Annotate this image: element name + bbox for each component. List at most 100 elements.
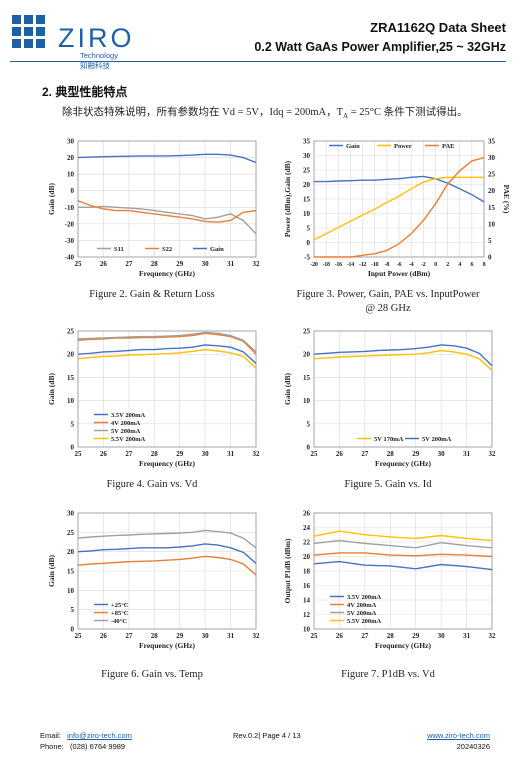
y-tick-label: -30 [65,237,75,245]
header-divider [10,61,506,62]
y-tick-label: 25 [303,328,311,336]
footer-date: 20240326 [456,742,490,751]
y-tick-label: 26 [303,510,311,518]
plot-frame [313,512,493,630]
y-tick-label: 14 [303,597,311,605]
series-line [313,530,493,542]
x-tick-label: 27 [125,260,133,268]
y-tick-label: 5 [307,225,311,233]
legend-label: Power [394,143,412,150]
series-line [313,560,493,571]
y-tick-label: 20 [67,154,75,162]
y-tick-label: -10 [65,204,75,212]
chart-power-gain-pae: -5 0 5 10 15 20 25 30 35 0 5 10 15 20 25 30 35 -20 -18 -16-… [276,133,511,283]
y-tick-label: 25 [67,529,75,537]
series-line [313,552,493,558]
y-tick-label: -20 [65,220,75,228]
y-tick-label: 15 [303,374,311,382]
plot-frame [77,512,257,630]
x-tick-label: 4 [458,262,461,268]
y-tick-label: 10 [67,397,75,405]
series-line [77,200,257,223]
intro-tail: = 25°C 条件下测试得出。 [348,107,468,118]
x-tick-label: 26 [100,260,108,268]
y-axis-label: Gain (dB) [283,373,292,405]
y2-tick-label: 35 [488,138,496,146]
x-axis-label: Input Power (dBm) [368,269,431,278]
y-tick-label: 15 [303,196,311,204]
y-tick-label: 10 [67,171,75,179]
y-axis-label: Gain (dB) [47,183,56,215]
x-tick-label: 26 [336,632,344,640]
x-tick-label: 8 [483,262,486,268]
chart-gain-vs-temp: 0 5 10 15 20 25 30 25 26 27 28 29 30 31 32 Frequency (G… [40,505,264,655]
series-line [77,529,257,549]
plot-frame [313,330,493,448]
legend: Gain Power PAE [329,143,455,150]
y-tick-label: 0 [307,444,311,452]
plot-frame [77,140,257,258]
chart-fig5-svg: 0 5 10 15 20 25 25 26 27 28 29 30 31 32 Frequency (GHz… [283,328,496,469]
y2-tick-label: 0 [488,254,492,262]
legend: +25°C+85°C-40°C [94,602,129,625]
series-line [313,349,493,371]
x-tick-label: 2 [446,262,449,268]
legend-label: 5.5V 200mA [111,436,145,443]
caption-fig7: Figure 7. P1dB vs. Vd [341,669,435,680]
x-tick-label: 26 [336,450,344,458]
footer-page-number: Rev.0.2| Page 4 / 13 [233,731,301,740]
legend-label: 5V 170mA [374,436,404,443]
series-line [77,332,257,355]
y-tick-label: 20 [303,351,311,359]
y-tick-label: 15 [67,568,75,576]
y-tick-label: 35 [303,138,311,146]
y-tick-label: 25 [67,328,75,336]
footer-email-link[interactable]: info@ziro-tech.com [67,731,132,740]
x-tick-label: -20 [310,262,317,268]
legend-label: 5V 200mA [422,436,452,443]
legend: 5V 170mA 5V 200mA [357,436,452,443]
series-line [314,175,485,203]
x-tick-label: -2 [421,262,426,268]
chart-fig6-svg: 0 5 10 15 20 25 30 25 26 27 28 29 30 31 32 Frequency (G… [47,510,261,651]
legend-label: +25°C [111,602,129,609]
x-axis-label: Frequency (GHz) [375,641,431,650]
y-tick-label: 10 [67,587,75,595]
page-footer: Email: info@ziro-tech.com Phone: (028) 6… [0,725,526,765]
caption-fig5: Figure 5. Gain vs. Id [344,479,432,490]
footer-website-link[interactable]: www.ziro-tech.com [427,731,490,740]
y-tick-label: -40 [65,254,75,262]
caption-fig2: Figure 2. Gain & Return Loss [89,289,215,300]
x-tick-label: 25 [75,632,83,640]
y-tick-label: -5 [304,254,310,262]
x-tick-label: 31 [463,450,471,458]
x-tick-label: -6 [397,262,402,268]
series-line [313,539,493,549]
x-tick-label: 6 [471,262,474,268]
logo-sub-cn: 知融科技 [80,60,110,70]
y-tick-label: 5 [71,606,75,614]
y-axis-label: Gain (dB) [47,373,56,405]
y2-axis-label: PAE (%) [502,185,511,214]
x-tick-label: -4 [409,262,414,268]
footer-phone: (028) 6764 9989 [70,742,126,751]
chart-gain-return-loss: -40 -30 -20 -10 0 10 20 30 25 26 27 28 29 30 31 32 Frequ… [40,133,264,283]
x-tick-label: 28 [387,450,395,458]
document-title: ZRA1162Q Data Sheet [370,20,506,35]
x-tick-label: 32 [489,632,497,640]
x-tick-label: 30 [202,450,210,458]
y-tick-label: 15 [67,374,75,382]
series-line [77,348,257,369]
x-tick-label: -12 [359,262,366,268]
y-tick-label: 5 [307,420,311,428]
legend-label: PAE [442,143,455,150]
chart-gain-vs-id: 0 5 10 15 20 25 25 26 27 28 29 30 31 32 Frequency (GHz… [276,323,500,473]
y-tick-label: 18 [303,568,311,576]
footer-email-line: Email: info@ziro-tech.com [40,731,132,740]
x-tick-label: 32 [253,632,261,640]
x-tick-label: 31 [227,450,235,458]
x-tick-label: 32 [253,450,261,458]
x-tick-label: 28 [151,260,159,268]
